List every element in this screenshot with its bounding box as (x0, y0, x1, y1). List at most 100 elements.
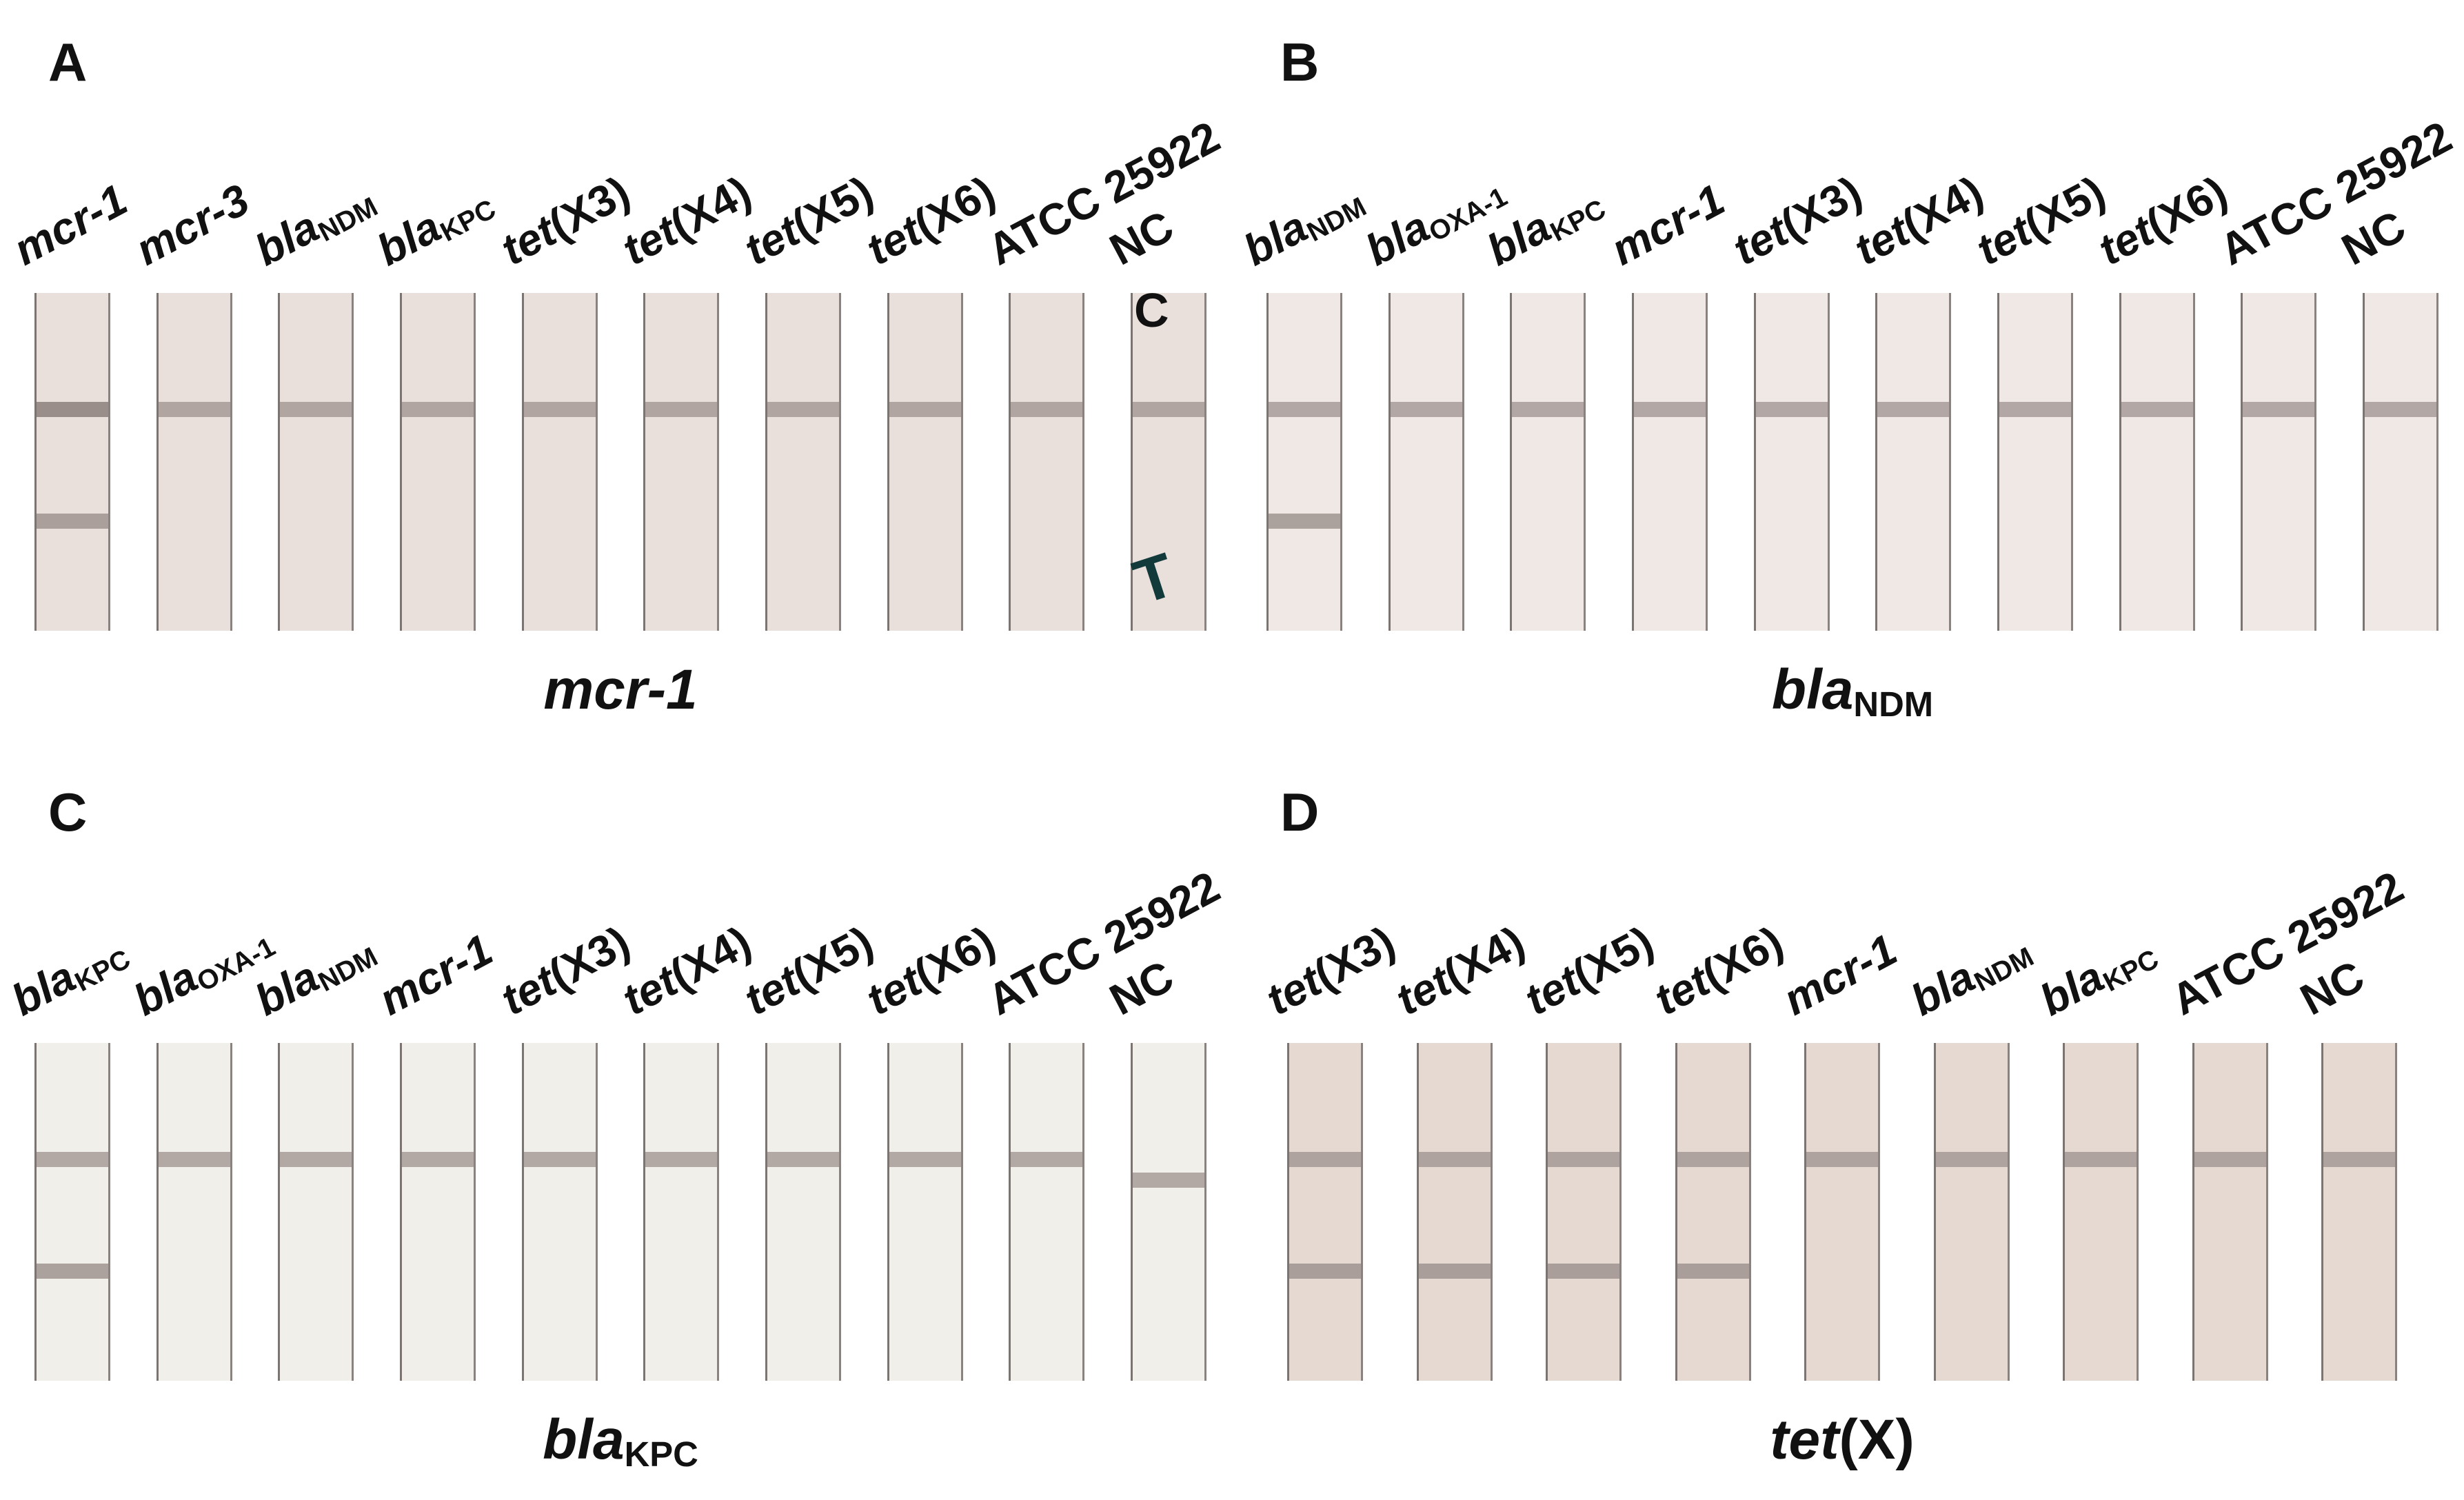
test-strip (34, 293, 110, 631)
control-line (158, 402, 230, 417)
label-subscript: NDM (1302, 191, 1372, 248)
gene-title: tet(X) (1770, 1412, 1915, 1468)
lane-label: tet(X6) (1646, 916, 1791, 1024)
test-strip (643, 1043, 720, 1381)
label-subscript: KPC (1545, 193, 1611, 248)
control-line (280, 402, 352, 417)
test-line (1269, 514, 1340, 529)
label-text: (X) (1839, 1408, 1915, 1471)
label-italic: mcr-1 (6, 174, 135, 275)
lane-label: blaNDM (1235, 174, 1372, 276)
lane-label: NC (2292, 951, 2372, 1025)
lane-label: mcr-3 (127, 174, 257, 275)
lane-label: tet(X6) (2090, 166, 2235, 274)
test-strip (2363, 293, 2438, 631)
lane-label: tet(X5) (736, 916, 881, 1024)
lane-label: mcr-1 (371, 924, 501, 1024)
test-strip (643, 293, 720, 631)
gene-title: mcr-1 (543, 662, 697, 718)
control-line (37, 1152, 108, 1167)
lane-label: tet(X5) (1517, 916, 1662, 1024)
lane-label: tet(X6) (858, 916, 1003, 1024)
control-line (1390, 402, 1462, 417)
test-strip (400, 1043, 476, 1381)
panel-letter: B (1280, 32, 1320, 92)
lane-label: tet(X4) (1846, 166, 1991, 274)
test-line (1548, 1264, 1619, 1279)
label-italic: bla (1235, 201, 1315, 276)
test-strip (1009, 293, 1085, 631)
label-subscript: KPC (624, 1435, 698, 1474)
label-text: ATCC 25922 (2163, 861, 2411, 1025)
control-line (1011, 1152, 1083, 1167)
lane-label: blaKPC (369, 177, 501, 277)
test-strip (278, 1043, 354, 1381)
label-subscript: NDM (1853, 685, 1934, 724)
label-italic: tet (1770, 1408, 1839, 1471)
test-strip (34, 1043, 110, 1381)
control-line (889, 1152, 961, 1167)
label-italic: bla (1357, 201, 1437, 276)
test-strip (2241, 293, 2317, 631)
test-strip (1009, 1043, 1085, 1381)
test-strip (1388, 293, 1464, 631)
label-text: ATCC 25922 (980, 861, 1228, 1025)
lane-label: blaOXA-1 (125, 915, 280, 1026)
lane-label: ATCC 25922 (980, 112, 1227, 275)
label-italic: bla (125, 951, 205, 1026)
control-line (2323, 1152, 2395, 1167)
control-line (645, 402, 718, 417)
label-italic: bla (1902, 951, 1983, 1026)
control-line (1677, 1152, 1749, 1167)
lane-label: ATCC 25922 (980, 861, 1228, 1025)
test-strip (156, 1043, 232, 1381)
control-line (1935, 1152, 2008, 1167)
lane-label: mcr-1 (1775, 924, 1905, 1024)
control-mark: C (1134, 283, 1169, 337)
control-line (645, 1152, 718, 1167)
control-line (2065, 1152, 2137, 1167)
test-strip (1753, 293, 1830, 631)
lane-label: tet(X6) (858, 166, 1003, 274)
label-subscript: NDM (1969, 941, 2039, 998)
lane-label: blaOXA-1 (1357, 165, 1512, 276)
label-subscript: KPC (70, 943, 136, 998)
panel-letter: D (1280, 782, 1320, 842)
test-strip (1997, 293, 2073, 631)
label-subscript: KPC (435, 193, 501, 248)
label-text: ATCC 25922 (2212, 111, 2460, 275)
lane-label: ATCC 25922 (2163, 861, 2411, 1025)
test-strip (156, 293, 232, 631)
label-italic: mcr-1 (1603, 174, 1733, 275)
test-strip (278, 293, 354, 631)
label-italic: bla (369, 201, 449, 276)
test-strip (1632, 293, 1708, 631)
lane-label: blaNDM (1902, 924, 2039, 1026)
test-strip (521, 293, 598, 631)
lane-label: tet(X3) (493, 916, 638, 1024)
test-line (1677, 1264, 1749, 1279)
label-italic: mcr-3 (127, 174, 257, 275)
control-line (2121, 402, 2193, 417)
control-line (1133, 1173, 1204, 1188)
lane-label: tet(X3) (493, 166, 638, 274)
control-line (767, 1152, 839, 1167)
test-strip (765, 1043, 841, 1381)
label-italic: bla (3, 951, 83, 1026)
test-strip (887, 1043, 963, 1381)
lane-label: tet(X5) (736, 166, 881, 274)
lane-label: blaNDM (247, 174, 383, 276)
control-line (523, 402, 596, 417)
control-line (1133, 402, 1204, 417)
control-line (1289, 1152, 1361, 1167)
control-line (1999, 402, 2071, 417)
test-strip (2063, 1043, 2139, 1381)
control-line (402, 402, 474, 417)
lane-label: tet(X4) (1388, 916, 1533, 1024)
lane-label: tet(X5) (1968, 166, 2113, 274)
lane-label: tet(X4) (614, 166, 759, 274)
label-italic: bla (1771, 658, 1854, 721)
